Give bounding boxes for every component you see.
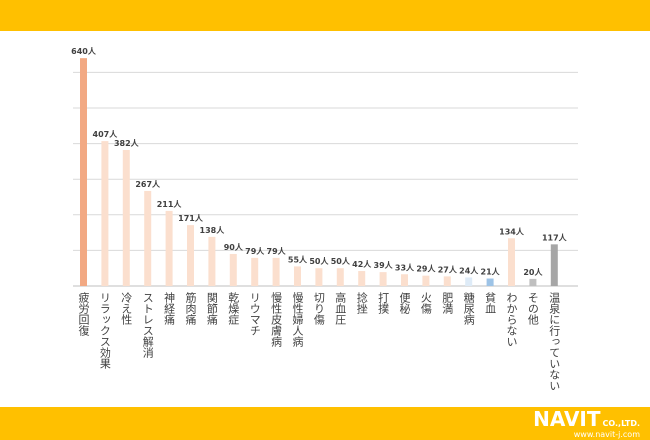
data-label: 640人 (71, 46, 97, 56)
data-label: 29人 (416, 264, 436, 274)
bar (465, 277, 473, 286)
bar (122, 150, 130, 286)
category-label: 切り傷 (312, 292, 325, 326)
bar (251, 257, 259, 286)
data-label: 382人 (114, 138, 140, 148)
category-label: 慢性皮膚病 (270, 292, 283, 348)
category-label: 温泉に行っていない (548, 292, 561, 391)
category-label: 糖尿病 (462, 291, 475, 326)
bar (401, 274, 408, 286)
logo-name: NAVIT (533, 407, 601, 431)
category-label: 筋肉痛 (184, 291, 197, 326)
category-label: ストレス解消 (141, 292, 154, 359)
data-label: 79人 (267, 246, 287, 256)
bar (508, 238, 515, 286)
bar (486, 278, 494, 286)
category-label: 肥満 (441, 292, 454, 315)
category-label: 便秘 (398, 292, 411, 315)
bar (336, 268, 344, 286)
category-label: 神経痛 (163, 291, 176, 326)
data-label: 90人 (224, 242, 244, 252)
bar (165, 210, 173, 286)
data-label: 21人 (481, 267, 501, 277)
category-label: 冷え性 (120, 292, 133, 326)
category-label: 貧血 (484, 292, 497, 314)
data-label: 33人 (395, 262, 415, 272)
data-label: 39人 (374, 260, 394, 270)
category-label: 高血圧 (334, 291, 347, 326)
logo-suffix: CO.,LTD. (602, 419, 640, 428)
chart-panel: 640人疲労回復 407人リラックス効果 382人冷え性 267人ストレス解消 211人… (38, 31, 612, 407)
category-label: リウマチ (248, 292, 261, 336)
category-label: その他 (526, 292, 539, 325)
category-label: リラックス効果 (98, 292, 111, 370)
bar (101, 141, 109, 286)
data-label: 79人 (245, 246, 265, 256)
data-label: 134人 (499, 226, 525, 236)
category-label: 関節痛 (205, 292, 218, 326)
bar (315, 268, 323, 286)
category-label: 乾燥症 (227, 292, 240, 326)
bar (358, 271, 366, 286)
bar (187, 225, 194, 286)
bar (379, 272, 387, 286)
bar (294, 266, 301, 286)
data-label: 24人 (459, 265, 479, 275)
bar (80, 58, 87, 286)
data-label: 211人 (157, 199, 183, 209)
data-label: 117人 (542, 232, 568, 242)
bar (550, 244, 558, 286)
category-label: わからない (505, 292, 518, 347)
data-label: 50人 (309, 256, 329, 266)
bar (144, 190, 152, 286)
data-label: 50人 (331, 256, 351, 266)
category-label: 打撲 (377, 291, 390, 315)
data-label: 407人 (93, 129, 119, 139)
bar (529, 278, 537, 286)
bar (443, 276, 451, 286)
top-band (0, 0, 650, 31)
data-label: 20人 (523, 267, 543, 277)
bar (229, 253, 237, 286)
category-label: 捻挫 (355, 291, 368, 315)
category-label: 火傷 (419, 292, 432, 315)
data-label: 42人 (352, 259, 372, 269)
data-label: 171人 (178, 213, 204, 223)
logo-url: www.navit-j.com (573, 430, 640, 439)
bar (208, 236, 216, 286)
category-label: 疲労回復 (77, 291, 90, 337)
category-label: 慢性婦人病 (291, 292, 304, 348)
bar (422, 275, 430, 286)
bar (272, 257, 280, 286)
data-label: 267人 (135, 179, 161, 189)
navit-logo: NAVIT CO.,LTD. www.navit-j.com (533, 409, 640, 439)
data-label: 138人 (200, 225, 226, 235)
data-label: 55人 (288, 254, 308, 264)
data-label: 27人 (438, 264, 458, 274)
bottom-band: NAVIT CO.,LTD. www.navit-j.com (0, 407, 650, 440)
